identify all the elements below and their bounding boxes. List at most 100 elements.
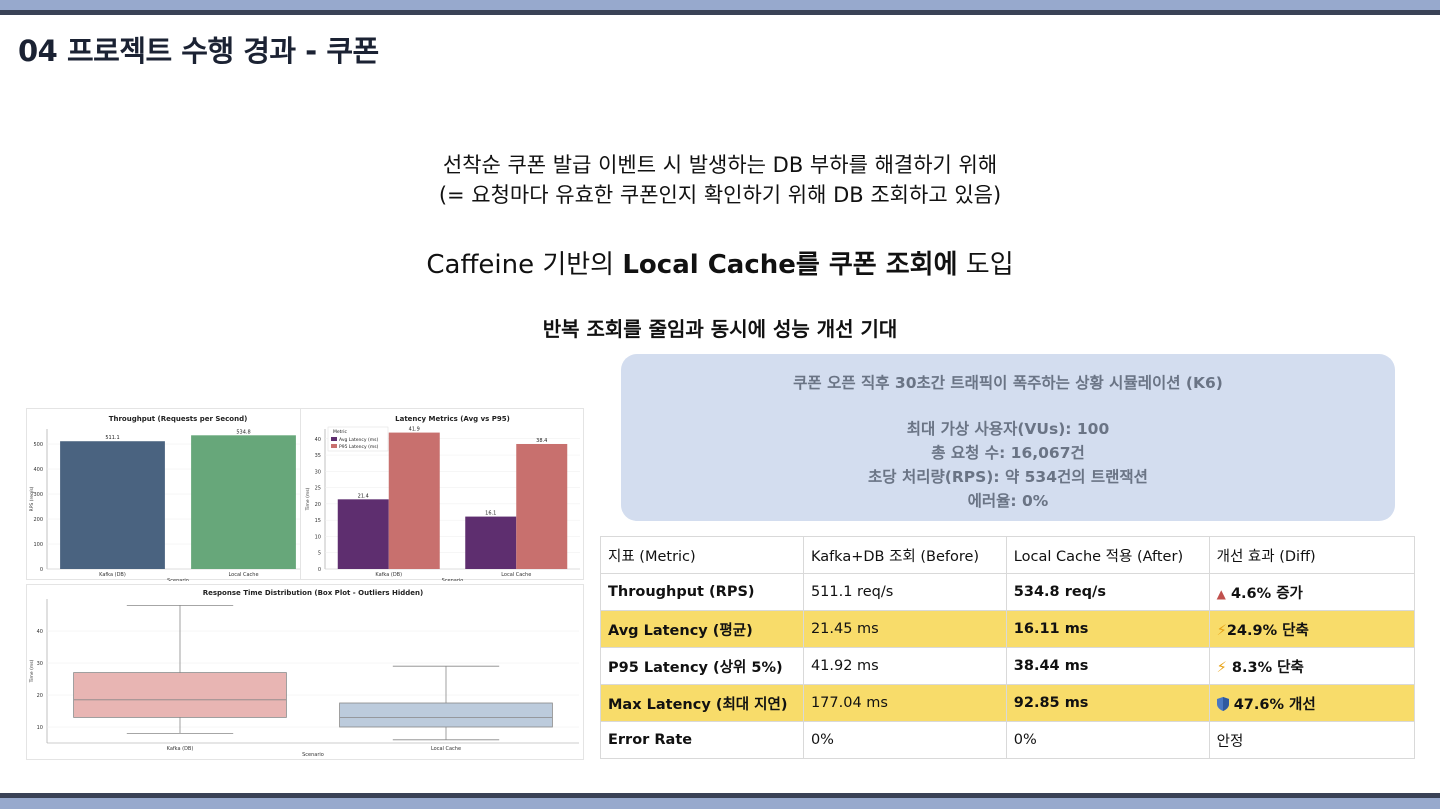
- y-tick-label: 200: [33, 517, 43, 523]
- y-tick-label: 0: [40, 567, 43, 573]
- cell-before: 177.04 ms: [802, 684, 1007, 722]
- y-tick-label: 400: [33, 467, 43, 473]
- legend-swatch: [331, 437, 337, 441]
- cell-diff: ⚡24.9% 단축: [1208, 610, 1416, 648]
- bar: [60, 441, 165, 569]
- y-tick-label: 30: [37, 661, 43, 667]
- y-tick-label: 40: [37, 629, 43, 635]
- chart-title: Throughput (Requests per Second): [109, 415, 248, 423]
- legend-swatch: [331, 444, 337, 448]
- bottom-accent-band: [0, 798, 1440, 809]
- header-metric: 지표 (Metric): [600, 536, 804, 574]
- y-axis-label: Time (ms): [29, 659, 35, 683]
- table-row: Throughput (RPS) 511.1 req/s 534.8 req/s…: [600, 573, 1416, 611]
- x-tick-label: Local Cache: [228, 572, 258, 578]
- simulation-stat-vus: 최대 가상 사용자(VUs): 100: [906, 420, 1110, 438]
- table-row: P95 Latency (상위 5%) 41.92 ms 38.44 ms ⚡ …: [600, 647, 1416, 685]
- cell-metric: Avg Latency (평균): [600, 610, 804, 648]
- chart-title: Latency Metrics (Avg vs P95): [395, 415, 510, 423]
- box: [339, 702, 553, 728]
- y-axis-label: RPS (req/s): [29, 486, 35, 511]
- x-axis-label: Scenario: [442, 578, 464, 581]
- cell-after: 16.11 ms: [1005, 610, 1210, 648]
- intro-line-2: (= 요청마다 유효한 쿠폰인지 확인하기 위해 DB 조회하고 있음): [438, 183, 1002, 207]
- cell-after: 92.85 ms: [1005, 684, 1210, 722]
- y-tick-label: 30: [315, 469, 321, 475]
- legend-title: Metric: [333, 429, 348, 435]
- simulation-stat-error: 에러율: 0%: [967, 492, 1049, 510]
- latency-chart-panel: Latency Metrics (Avg vs P95) 0 5 10 15 20 25 30…: [300, 408, 584, 581]
- legend-label: P95 Latency (ms): [339, 444, 379, 450]
- headline: Caffeine 기반의 Local Cache를 쿠폰 조회에 도입: [0, 244, 1440, 281]
- intro-line-1: 선착순 쿠폰 발급 이벤트 시 발생하는 DB 부하를 해결하기 위해: [442, 153, 998, 177]
- lightning-icon: ⚡: [1216, 622, 1227, 639]
- triangle-up-icon: ▲: [1216, 586, 1226, 601]
- throughput-chart: Throughput (Requests per Second) 0 100 200 3…: [29, 415, 309, 581]
- y-tick-label: 100: [33, 542, 43, 548]
- chart-title: Response Time Distribution (Box Plot - O…: [203, 589, 424, 597]
- x-tick-label: Local Cache: [431, 746, 461, 752]
- simulation-stats: 최대 가상 사용자(VUs): 100 총 요청 수: 16,067건 초당 처…: [621, 417, 1395, 513]
- shield-icon: [1216, 696, 1229, 711]
- box: [73, 672, 287, 718]
- cell-before: 511.1 req/s: [802, 573, 1007, 611]
- bar-value-label: 38.4: [536, 438, 547, 444]
- cell-metric: Error Rate: [600, 721, 804, 759]
- cell-diff: 47.6% 개선: [1208, 684, 1416, 722]
- x-tick-label: Kafka (DB): [167, 746, 194, 752]
- bottom-divider-line: [0, 793, 1440, 798]
- metrics-table: 지표 (Metric) Kafka+DB 조회 (Before) Local C…: [600, 536, 1416, 759]
- cell-after: 38.44 ms: [1005, 647, 1210, 685]
- bar-value-label: 534.8: [236, 429, 250, 435]
- y-tick-label: 300: [33, 492, 43, 498]
- cell-metric: P95 Latency (상위 5%): [600, 647, 804, 685]
- bar: [191, 435, 296, 569]
- y-axis-label: Time (ms): [305, 487, 311, 511]
- table-row: Max Latency (최대 지연) 177.04 ms 92.85 ms 4…: [600, 684, 1416, 722]
- y-tick-label: 20: [37, 693, 43, 699]
- headline-bold: Local Cache를 쿠폰 조회에: [622, 250, 958, 280]
- table-header-row: 지표 (Metric) Kafka+DB 조회 (Before) Local C…: [600, 536, 1416, 574]
- bar-value-label: 21.4: [358, 493, 369, 499]
- cell-diff-text: 47.6% 개선: [1233, 696, 1316, 713]
- bar: [465, 516, 517, 569]
- cell-after: 534.8 req/s: [1005, 573, 1210, 611]
- top-divider-line: [0, 10, 1440, 15]
- x-axis-label: Scenario: [167, 578, 189, 581]
- legend-box: [327, 426, 389, 452]
- bar-value-label: 16.1: [485, 511, 496, 517]
- simulation-info-box: 쿠폰 오픈 직후 30초간 트래픽이 폭주하는 상황 시뮬레이션 (K6) 최대…: [621, 354, 1395, 521]
- y-tick-label: 35: [315, 453, 321, 459]
- table-row: Avg Latency (평균) 21.45 ms 16.11 ms ⚡24.9…: [600, 610, 1416, 648]
- subheadline: 반복 조회를 줄임과 동시에 성능 개선 기대: [542, 317, 898, 341]
- boxplot-chart-panel: Response Time Distribution (Box Plot - O…: [26, 584, 584, 760]
- y-tick-label: 15: [315, 518, 321, 524]
- bar: [337, 499, 389, 569]
- top-accent-band: [0, 0, 1440, 10]
- throughput-chart-panel: Throughput (Requests per Second) 0 100 200 3…: [26, 408, 315, 581]
- y-tick-label: 5: [318, 551, 321, 557]
- simulation-stat-requests: 총 요청 수: 16,067건: [931, 444, 1085, 462]
- y-tick-label: 25: [315, 486, 321, 492]
- cell-diff: ⚡ 8.3% 단축: [1208, 647, 1416, 685]
- bar: [388, 432, 440, 569]
- x-axis-label: Scenario: [302, 752, 324, 758]
- bar-value-label: 511.1: [105, 435, 119, 441]
- cell-before: 0%: [802, 721, 1007, 759]
- y-tick-label: 20: [315, 502, 321, 508]
- header-after: Local Cache 적용 (After): [1005, 536, 1210, 574]
- boxplot-chart: Response Time Distribution (Box Plot - O…: [29, 589, 579, 758]
- header-before: Kafka+DB 조회 (Before): [802, 536, 1007, 574]
- table-row: Error Rate 0% 0% 안정: [600, 721, 1416, 759]
- x-tick-label: Local Cache: [501, 572, 531, 578]
- simulation-title: 쿠폰 오픈 직후 30초간 트래픽이 폭주하는 상황 시뮬레이션 (K6): [793, 374, 1223, 392]
- x-tick-label: Kafka (DB): [99, 572, 126, 578]
- cell-metric: Max Latency (최대 지연): [600, 684, 804, 722]
- headline-part-1: Caffeine 기반의: [426, 250, 623, 280]
- slide-title: 04 프로젝트 수행 경과 - 쿠폰: [18, 34, 379, 68]
- header-diff: 개선 효과 (Diff): [1208, 536, 1416, 574]
- headline-part-2: 도입: [957, 250, 1014, 280]
- latency-chart: Latency Metrics (Avg vs P95) 0 5 10 15 20 25 30…: [305, 415, 580, 581]
- cell-before: 21.45 ms: [802, 610, 1007, 648]
- legend-label: Avg Latency (ms): [339, 437, 378, 443]
